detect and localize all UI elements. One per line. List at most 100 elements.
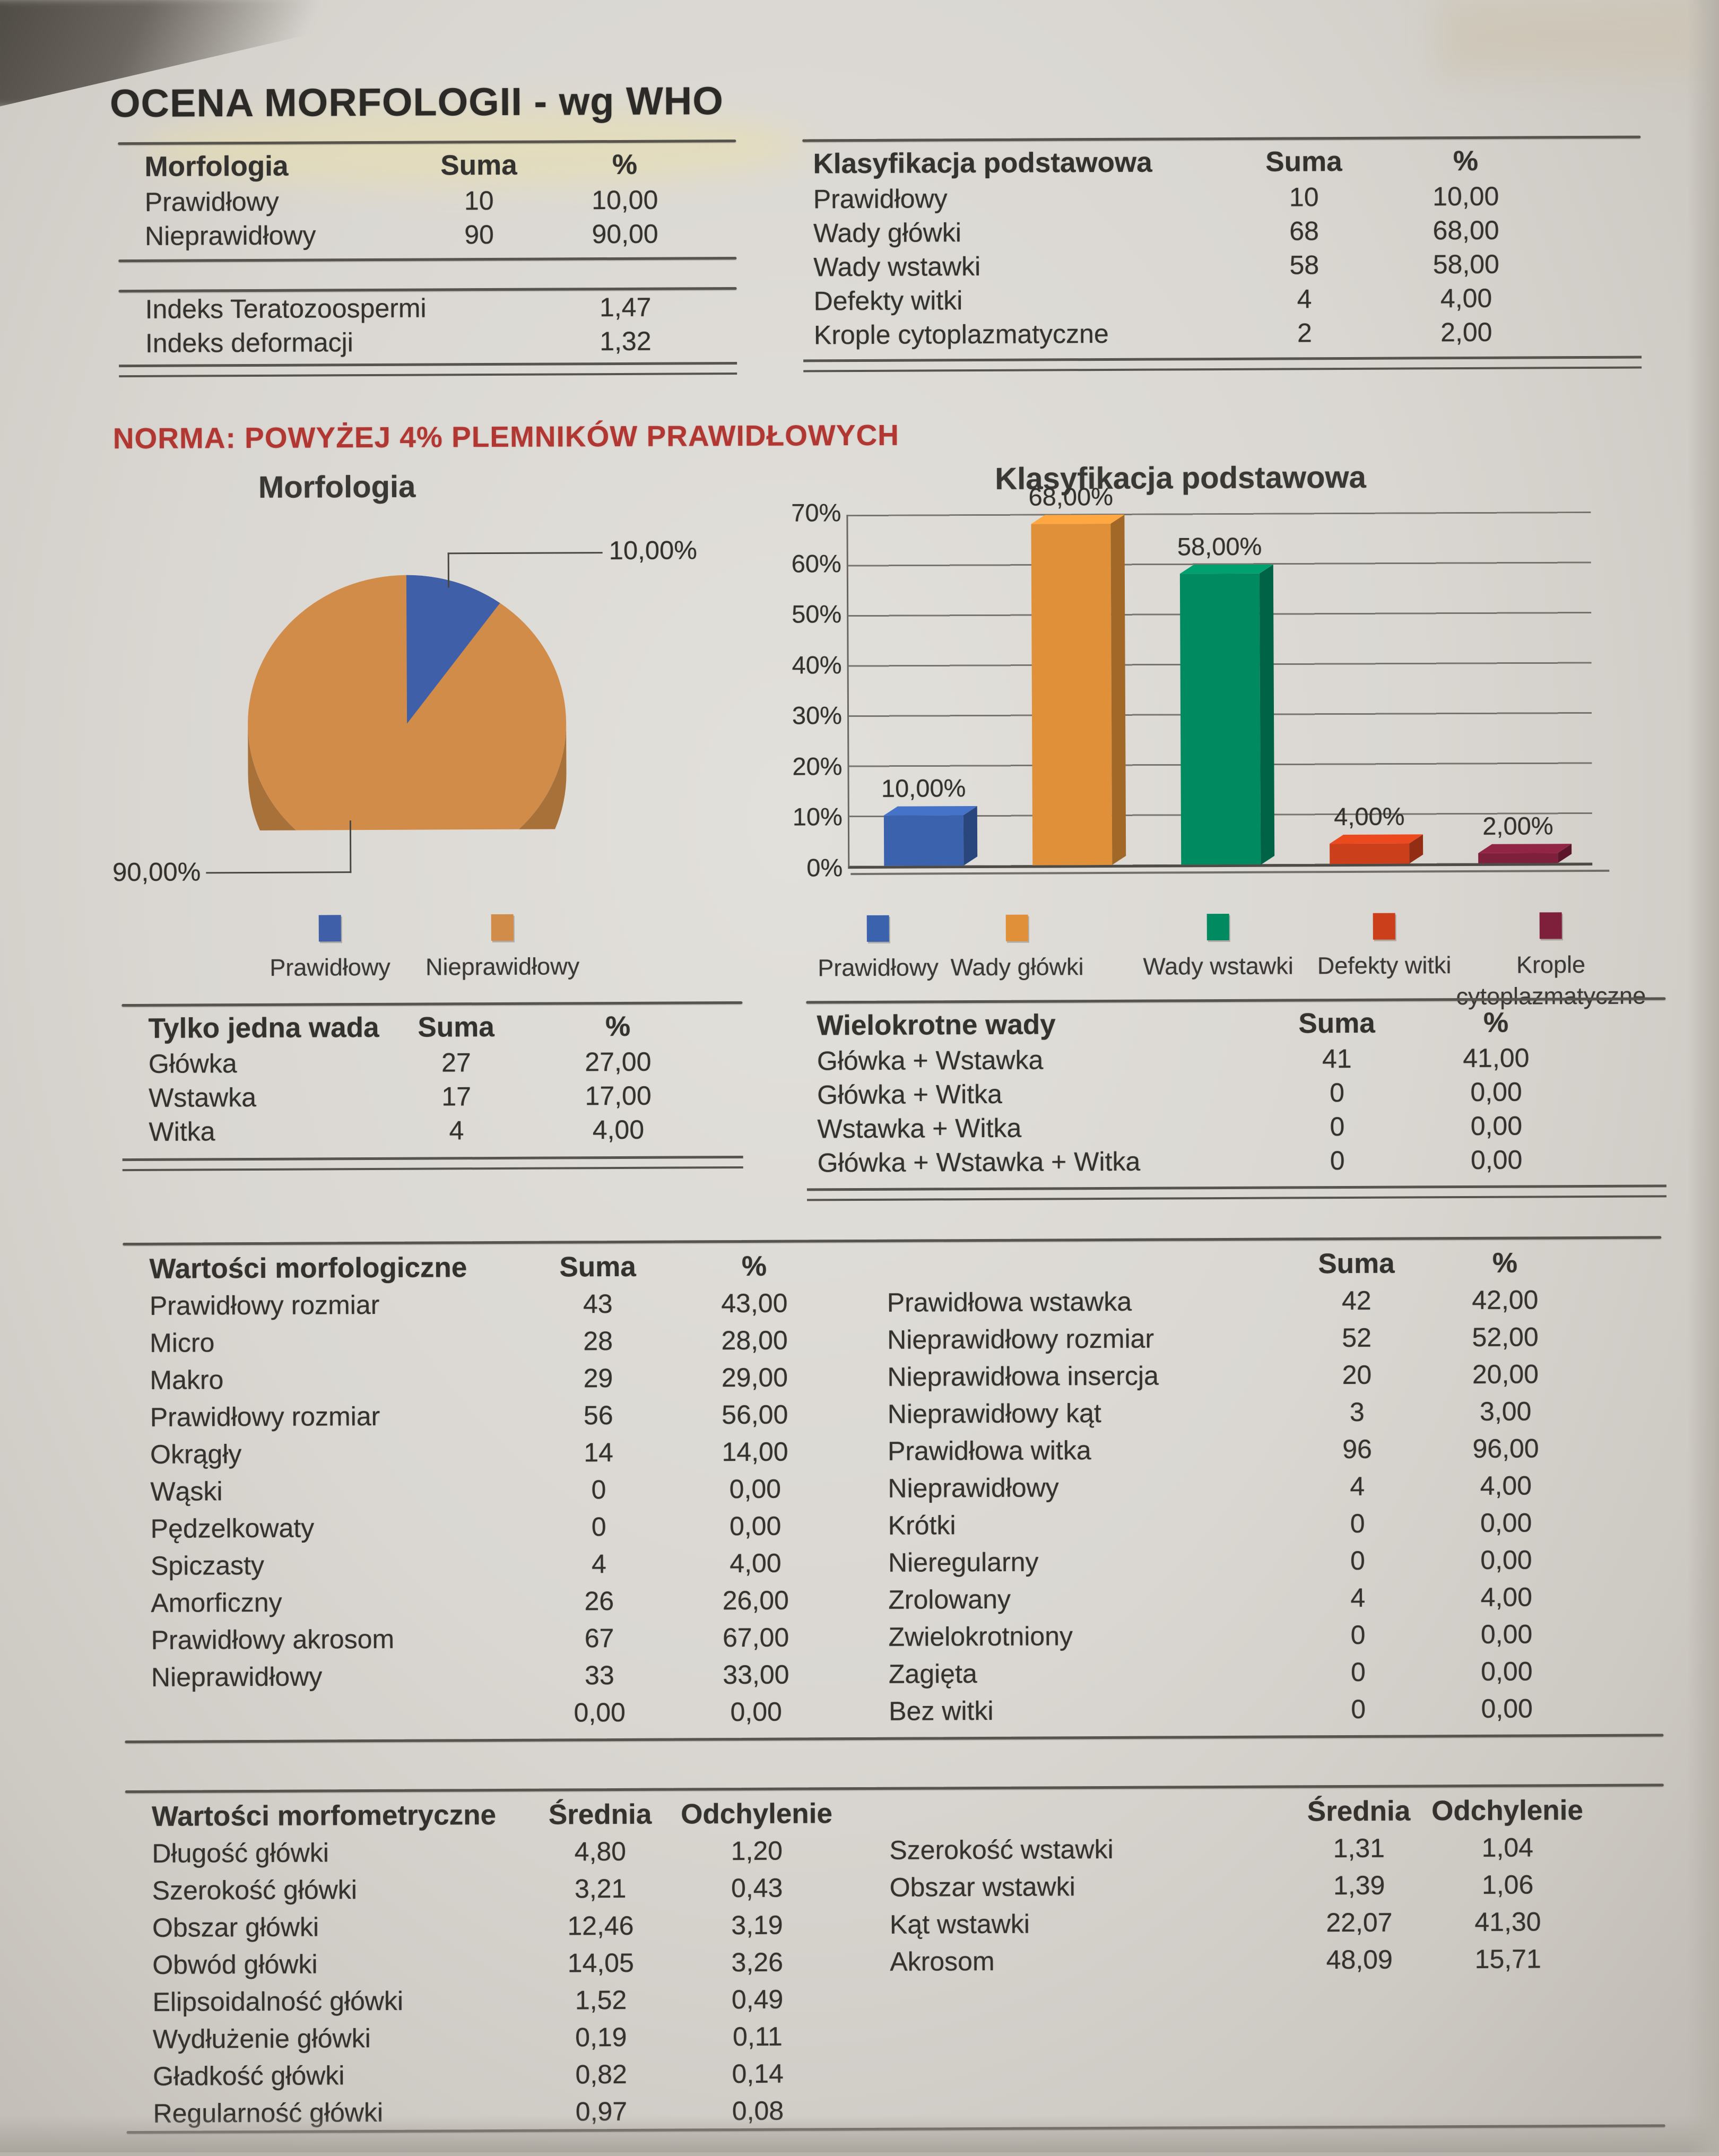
table-cell: Zwielokrotniony bbox=[888, 1621, 1073, 1652]
table-body: Prawidłowy rozmiar 43 43,00 Micro 28 28,00 Mak… bbox=[123, 1284, 889, 1733]
table-row: Nieprawidłowy 33 33,00 bbox=[125, 1656, 889, 1696]
table-header-row: Suma % bbox=[876, 1240, 1661, 1284]
table-cell: 15,71 bbox=[1474, 1944, 1541, 1974]
table-cell: 67 bbox=[584, 1623, 614, 1653]
table-row: Micro 28 28,00 bbox=[123, 1321, 887, 1362]
table-cell: Akrosom bbox=[890, 1946, 995, 1977]
table-cell: 48,09 bbox=[1326, 1944, 1393, 1975]
table-row: Prawidłowy rozmiar 56 56,00 bbox=[124, 1396, 888, 1436]
legend-swatch-icon bbox=[1373, 913, 1395, 940]
table-rule-double bbox=[122, 1155, 743, 1172]
bar-top-face bbox=[883, 806, 977, 816]
bar bbox=[1478, 844, 1572, 863]
table-cell: Wstawka bbox=[149, 1082, 257, 1113]
table-cell: 28 bbox=[583, 1326, 613, 1356]
table-cell: Prawidłowy bbox=[813, 184, 948, 214]
table-cell: 0,14 bbox=[732, 2058, 784, 2089]
table-cell bbox=[151, 1713, 523, 1715]
morfometryczne-right-half: Średnia Odchylenie Szerokość wstawki 1,31… bbox=[879, 1788, 1665, 1980]
table-cell: Indeks deformacji bbox=[145, 327, 353, 358]
legend-swatch-icon bbox=[1005, 914, 1028, 941]
table-cell: 0,19 bbox=[575, 2022, 627, 2053]
table-row: Bez witki 0 0,00 bbox=[878, 1689, 1663, 1729]
table-cell: Krople cytoplazmatyczne bbox=[813, 318, 1109, 350]
table-row: Wady wstawki 58 58,00 bbox=[803, 247, 1641, 284]
table-cell: 10 bbox=[1289, 182, 1319, 212]
column-header: Wartości morfologiczne bbox=[149, 1252, 467, 1285]
column-header: Średnia bbox=[1307, 1795, 1411, 1828]
pie-leader-line bbox=[206, 871, 352, 874]
legend-item: Nieprawidłowy bbox=[418, 914, 588, 983]
table-cell: 58,00 bbox=[1432, 249, 1500, 280]
table-cell: 52,00 bbox=[1472, 1322, 1539, 1352]
table-cell: 90,00 bbox=[592, 219, 658, 249]
table-row: Główka + Wstawka 41 41,00 bbox=[806, 1040, 1666, 1078]
morfometryczne-table: Wartości morfometryczne Średnia Odchylen… bbox=[125, 1783, 1665, 2134]
table-cell: 0 bbox=[1330, 1146, 1345, 1176]
bar-side-face bbox=[1110, 514, 1126, 865]
table-row: Indeks deformacji 1,32 bbox=[119, 324, 737, 360]
table-cell: 0,49 bbox=[731, 1984, 784, 2015]
table-cell: 4,00 bbox=[730, 1548, 782, 1579]
table-cell: 0,00 bbox=[574, 1697, 626, 1728]
spacer bbox=[118, 259, 736, 290]
table-cell: 0,00 bbox=[1481, 1656, 1533, 1686]
table-cell: 27,00 bbox=[585, 1046, 652, 1077]
table-cell: 14 bbox=[584, 1438, 614, 1468]
table-cell: 4,00 bbox=[1480, 1470, 1532, 1501]
bar-ront-face bbox=[1478, 853, 1558, 863]
y-tick: 30% bbox=[792, 701, 843, 730]
bar-group: 4,00% bbox=[1300, 801, 1439, 864]
column-header: Morfologia bbox=[144, 150, 289, 183]
y-tick: 40% bbox=[792, 650, 842, 679]
table-cell: Długość główki bbox=[152, 1838, 329, 1868]
column-header: Wartości morfometryczne bbox=[151, 1799, 497, 1832]
table-cell: Bez witki bbox=[889, 1695, 994, 1726]
table-cell: 4,00 bbox=[1440, 283, 1492, 314]
table-cell: 17,00 bbox=[585, 1080, 652, 1111]
bar-chart-block: Klasyfikacja podstawowa 70% 60% 50% 40% … bbox=[791, 458, 1677, 1072]
table-cell: 4,00 bbox=[592, 1114, 645, 1145]
table-row: Nieprawidłowy 4 4,00 bbox=[877, 1466, 1662, 1506]
table-cell: 33 bbox=[584, 1660, 614, 1691]
y-tick: 50% bbox=[792, 600, 842, 628]
table-cell: 68 bbox=[1289, 216, 1319, 246]
table-cell: Witka bbox=[149, 1116, 215, 1147]
table-row: Prawidłowa witka 96 96,00 bbox=[877, 1429, 1662, 1469]
table-rule-double bbox=[806, 1184, 1667, 1201]
table-cell: Makro bbox=[150, 1365, 224, 1395]
table-header-row: Tylko jedna wada Suma % bbox=[121, 1004, 742, 1047]
table-cell: 0 bbox=[591, 1512, 606, 1542]
table-cell: 56 bbox=[583, 1400, 613, 1431]
table-cell: 14,05 bbox=[567, 1947, 634, 1978]
table-cell: 4,80 bbox=[574, 1836, 627, 1867]
table-cell: 29 bbox=[583, 1363, 613, 1393]
column-header bbox=[889, 1828, 1287, 1829]
bar-side-face bbox=[1259, 564, 1275, 864]
table-cell: Nieprawidłowy kąt bbox=[887, 1398, 1101, 1429]
y-tick: 10% bbox=[792, 802, 843, 831]
column-header: Odchylenie bbox=[1431, 1795, 1584, 1827]
table-cell: 3,21 bbox=[574, 1873, 627, 1904]
table-cell: 1,20 bbox=[731, 1835, 783, 1866]
table-cell: 20,00 bbox=[1472, 1359, 1539, 1389]
table-cell: 2,00 bbox=[1440, 317, 1492, 348]
bar-ront-face bbox=[1031, 523, 1113, 865]
plot-floor-edge bbox=[850, 869, 1610, 876]
table-cell: Główka + Witka bbox=[817, 1079, 1002, 1110]
photo-corner-tint bbox=[1438, 0, 1715, 77]
table-cell: Obwód główki bbox=[152, 1949, 318, 1980]
morfologia-summary-table: Morfologia Suma % Prawidłowy 10 10,00 Niepr… bbox=[118, 139, 737, 378]
bar bbox=[1179, 564, 1275, 865]
bar bbox=[1031, 514, 1126, 865]
legend-swatch-icon bbox=[491, 914, 514, 941]
bar-value-label: 68,00% bbox=[1028, 482, 1114, 511]
table-row: Obszar główki 12,46 3,19 bbox=[126, 1906, 890, 1946]
column-header: Tylko jedna wada bbox=[148, 1011, 379, 1044]
table-row: Wąski 0 0,00 bbox=[124, 1470, 888, 1510]
bar-value-label: 2,00% bbox=[1482, 811, 1553, 840]
legend-swatch-icon bbox=[318, 915, 341, 942]
legend-item: Prawidłowy bbox=[250, 915, 410, 984]
